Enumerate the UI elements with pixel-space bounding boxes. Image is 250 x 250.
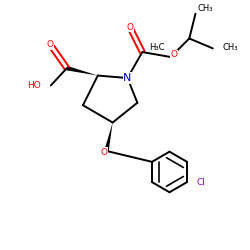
Text: HO: HO bbox=[27, 81, 41, 90]
Text: Cl: Cl bbox=[196, 178, 205, 186]
Polygon shape bbox=[104, 122, 113, 152]
Text: CH₃: CH₃ bbox=[222, 42, 238, 51]
Text: O: O bbox=[100, 148, 107, 157]
Text: CH₃: CH₃ bbox=[198, 4, 214, 13]
Text: O: O bbox=[171, 50, 178, 59]
Text: H₃C: H₃C bbox=[149, 42, 164, 51]
Polygon shape bbox=[66, 66, 98, 76]
Text: O: O bbox=[46, 40, 53, 49]
Text: N: N bbox=[123, 73, 132, 83]
Text: O: O bbox=[126, 23, 134, 32]
